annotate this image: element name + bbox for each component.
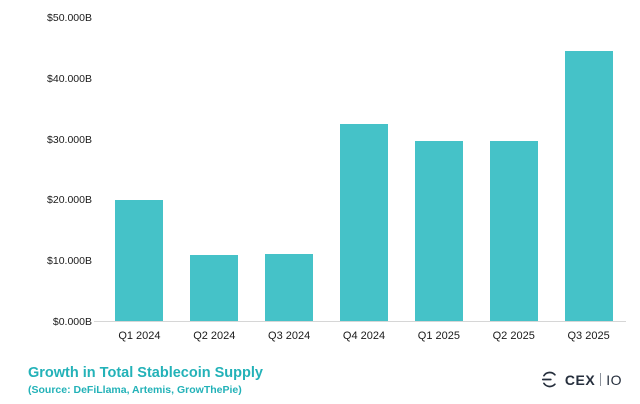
- x-tick-label: Q4 2024: [342, 330, 386, 342]
- x-axis-line: [94, 321, 626, 322]
- y-tick-label: $50.000B: [47, 12, 92, 24]
- x-tick-label: Q1 2025: [417, 330, 460, 342]
- bar-slot: Q4 2024: [327, 18, 402, 342]
- bar: [190, 255, 239, 322]
- logo-text-cex: CEX: [564, 371, 596, 388]
- y-tick-label: $40.000B: [47, 72, 92, 85]
- bar: [115, 200, 164, 322]
- chart-title: Growth in Total Stablecoin Supply: [28, 365, 263, 381]
- bar-slot: Q3 2025: [551, 18, 626, 342]
- x-tick-label: Q3 2025: [567, 330, 610, 342]
- bar: [340, 123, 388, 322]
- y-tick-label: $0.000B: [52, 316, 92, 328]
- bar-slot: Q1 2024: [102, 18, 177, 342]
- bar: [489, 141, 538, 322]
- cexio-logo: CEX IO: [539, 369, 622, 396]
- x-tick-label: Q2 2024: [193, 330, 236, 342]
- bar-slot: Q2 2024: [177, 18, 252, 342]
- bar: [265, 253, 314, 322]
- bar: [564, 51, 613, 322]
- stablecoin-supply-chart: $0.000B $10.000B $20.000B $30.000B $40.000B $…: [0, 12, 626, 342]
- y-tick-label: $30.000B: [47, 133, 92, 146]
- chart-titles: Growth in Total Stablecoin Supply (Sourc…: [28, 365, 263, 396]
- y-tick-label: $10.000B: [47, 255, 92, 268]
- cexio-logo-icon: [539, 369, 560, 390]
- bar-slot: Q2 2025: [476, 18, 551, 342]
- y-axis: $0.000B $10.000B $20.000B $30.000B $40.000B $…: [0, 12, 92, 328]
- x-tick-label: Q2 2025: [492, 330, 535, 342]
- y-tick-label: $20.000B: [47, 194, 92, 207]
- plot-area: Q1 2024 Q2 2024 Q3 2024 Q4 2024 Q1 2025 Q2 20…: [94, 18, 626, 342]
- logo-text-io: IO: [606, 371, 622, 388]
- x-tick-label: Q3 2024: [268, 330, 311, 342]
- chart-source: (Source: DeFiLlama, Artemis, GrowThePie): [28, 384, 242, 396]
- bar-series: Q1 2024 Q2 2024 Q3 2024 Q4 2024 Q1 2025 Q2 20…: [102, 18, 626, 342]
- footer: Growth in Total Stablecoin Supply (Sourc…: [28, 365, 622, 396]
- bar-slot: Q1 2025: [401, 18, 476, 342]
- bar-slot: Q3 2024: [252, 18, 327, 342]
- x-tick-label: Q1 2024: [118, 330, 161, 342]
- logo-divider: [600, 373, 602, 386]
- bar: [414, 141, 463, 322]
